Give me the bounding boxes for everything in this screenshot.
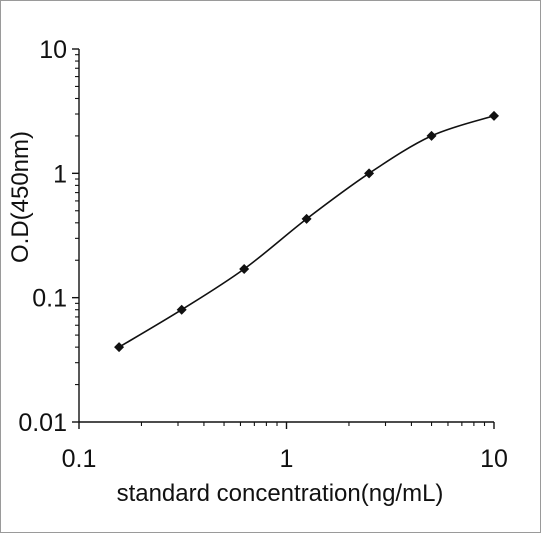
data-point-marker bbox=[489, 110, 499, 121]
series-curve bbox=[118, 115, 495, 348]
x-tick-label: 10 bbox=[480, 445, 508, 473]
data-point-marker bbox=[426, 130, 437, 141]
x-tick-label: 1 bbox=[280, 445, 294, 473]
data-point-marker bbox=[239, 264, 250, 275]
data-point-marker bbox=[176, 304, 187, 315]
y-tick-label: 0.01 bbox=[18, 409, 67, 437]
data-point-marker bbox=[114, 342, 125, 353]
y-tick-label: 1 bbox=[53, 160, 67, 188]
y-tick-label: 10 bbox=[39, 36, 67, 64]
data-points bbox=[114, 110, 499, 353]
x-tick-label: 0.1 bbox=[62, 445, 97, 473]
y-axis-label: O.D(450nm) bbox=[7, 131, 34, 263]
data-point-marker bbox=[301, 213, 312, 224]
y-tick-label: 0.1 bbox=[32, 285, 67, 313]
ticks: 0.01 0.1 1 10 0.1 1 10 bbox=[18, 36, 508, 473]
data-point-marker bbox=[364, 168, 375, 179]
x-axis-label: standard concentration(ng/mL) bbox=[117, 480, 444, 507]
